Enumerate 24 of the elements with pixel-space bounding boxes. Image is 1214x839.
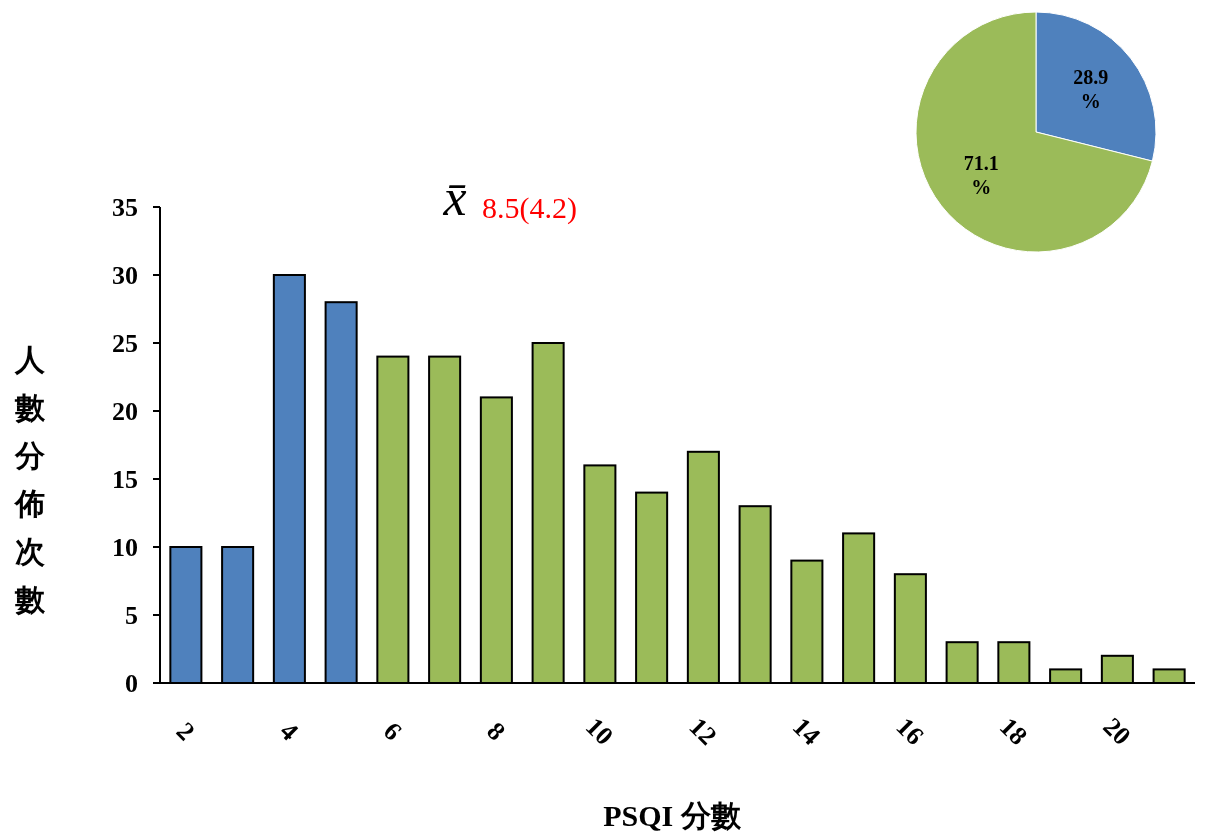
data-label: 28.9 % (1073, 66, 1109, 113)
y-tick-label: 20 (112, 397, 138, 426)
y-axis-title: 人數分佈次數 (13, 343, 46, 616)
annotation: 8.5(4.2) (482, 191, 577, 225)
x-tick-label: 4 (274, 716, 304, 747)
y-tick-label: 15 (112, 465, 138, 494)
x-axis-title: PSQI 分數 (603, 799, 742, 832)
x-tick-label: 12 (683, 711, 723, 751)
x-tick-label: 20 (1097, 711, 1137, 751)
y-tick-label: 5 (125, 601, 138, 630)
x-tick-label: 18 (994, 711, 1033, 751)
y-tick-label: 0 (125, 669, 138, 698)
x-tick-label: 16 (890, 711, 930, 751)
y-tick-label: 35 (112, 193, 138, 222)
y-tick-label: 30 (112, 261, 138, 290)
annotation: x̄ (442, 169, 467, 226)
data-label: 71.1 % (963, 151, 999, 198)
x-tick-label: 6 (377, 716, 408, 747)
x-tick-label: 2 (170, 716, 201, 747)
x-tick-label: 14 (787, 711, 826, 751)
x-tick-label: 10 (580, 711, 619, 751)
x-tick-label: 8 (481, 716, 511, 747)
y-tick-label: 10 (112, 533, 138, 562)
y-tick-label: 25 (112, 329, 138, 358)
